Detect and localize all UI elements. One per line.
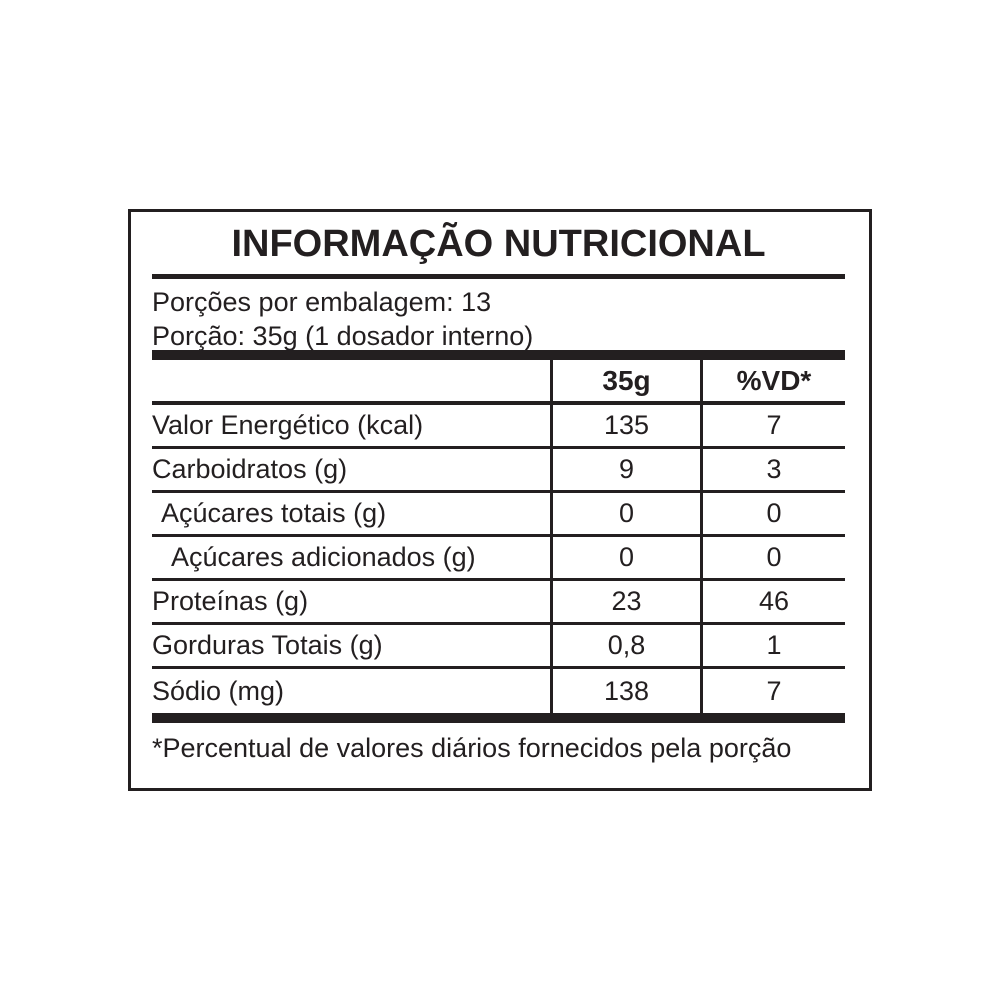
- row-amount: 0: [550, 493, 700, 534]
- row-dv: 0: [700, 493, 845, 534]
- row-dv: 0: [700, 537, 845, 578]
- label-title: INFORMAÇÃO NUTRICIONAL: [231, 223, 766, 265]
- row-amount: 0: [550, 537, 700, 578]
- serving-size: Porção: 35g (1 dosador interno): [152, 321, 534, 351]
- col-header-amount: 35g: [550, 360, 700, 401]
- header-divider-bar: [152, 350, 845, 360]
- row-dv: 3: [700, 449, 845, 490]
- table-header-row: 35g %VD*: [152, 360, 845, 405]
- row-label: Carboidratos (g): [152, 454, 348, 484]
- footer-divider-bar: [152, 713, 845, 723]
- servings-per-package: Porções por embalagem: 13: [152, 287, 492, 317]
- col-header-dv: %VD*: [700, 360, 845, 401]
- table-row-proteinas: Proteínas (g) 23 46: [152, 581, 845, 625]
- row-label: Valor Energético (kcal): [152, 410, 424, 440]
- row-dv: 7: [700, 405, 845, 446]
- col-header-spacer: [152, 360, 550, 401]
- nutrition-table: 35g %VD* Valor Energético (kcal) 135 7 C…: [152, 360, 845, 713]
- row-amount: 23: [550, 581, 700, 622]
- servings-section: Porções por embalagem: 13 Porção: 35g (1…: [152, 279, 845, 351]
- row-label: Açúcares totais (g): [161, 498, 387, 528]
- daily-values-footnote: *Percentual de valores diários fornecido…: [152, 733, 792, 763]
- nutrition-label: INFORMAÇÃO NUTRICIONAL Porções por embal…: [128, 209, 872, 791]
- table-row-valor-energetico: Valor Energético (kcal) 135 7: [152, 405, 845, 449]
- table-row-acucares-totais: Açúcares totais (g) 0 0: [152, 493, 845, 537]
- row-amount: 135: [550, 405, 700, 446]
- row-dv: 7: [700, 669, 845, 713]
- table-row-carboidratos: Carboidratos (g) 9 3: [152, 449, 845, 493]
- table-row-gorduras-totais: Gorduras Totais (g) 0,8 1: [152, 625, 845, 669]
- row-amount: 0,8: [550, 625, 700, 666]
- table-row-acucares-adicionados: Açúcares adicionados (g) 0 0: [152, 537, 845, 581]
- row-amount: 9: [550, 449, 700, 490]
- row-label: Proteínas (g): [152, 586, 309, 616]
- row-amount: 138: [550, 669, 700, 713]
- row-label: Gorduras Totais (g): [152, 630, 383, 660]
- row-label: Açúcares adicionados (g): [171, 542, 476, 572]
- row-dv: 1: [700, 625, 845, 666]
- title-divider: [152, 274, 845, 279]
- row-dv: 46: [700, 581, 845, 622]
- row-label: Sódio (mg): [152, 675, 285, 706]
- table-row-sodio: Sódio (mg) 138 7: [152, 669, 845, 713]
